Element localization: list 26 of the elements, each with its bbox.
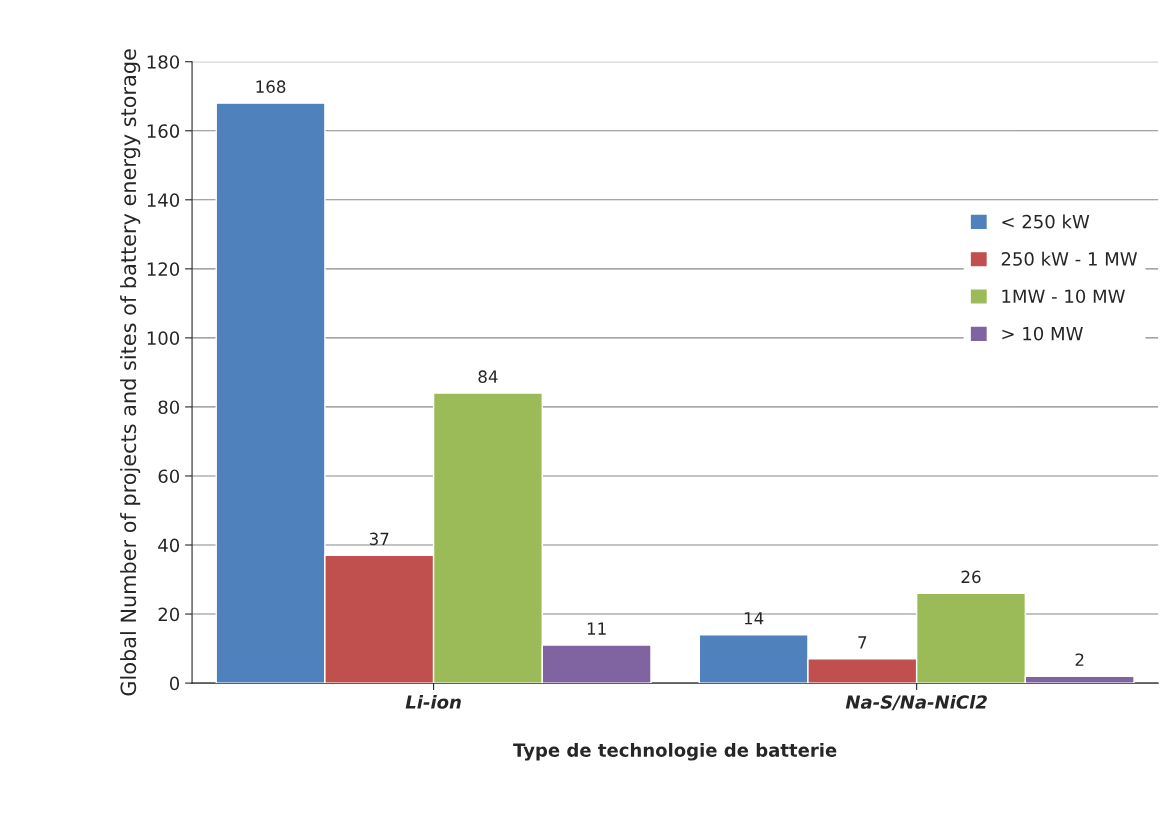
data-label: 11 <box>587 622 606 635</box>
y-tick-label: 20 <box>158 607 180 622</box>
y-tick-label: 120 <box>147 262 180 276</box>
legend-label: < 250 kW <box>1002 214 1090 229</box>
x-axis-title: Type de technologie de batterie <box>513 742 837 761</box>
y-tick-label: 160 <box>147 124 180 138</box>
data-label: 2 <box>1075 653 1084 666</box>
y-tick-label: 80 <box>158 400 180 415</box>
y-tick-label: 100 <box>147 331 180 345</box>
data-label: 84 <box>478 370 498 383</box>
x-tick-label: Li-ion <box>405 694 461 709</box>
y-tick-label: 60 <box>158 469 180 484</box>
y-tick-label: 0 <box>169 676 180 691</box>
y-tick-label: 140 <box>147 193 180 207</box>
data-label: 26 <box>961 570 981 584</box>
y-tick-label: 180 <box>147 55 180 69</box>
x-tick-label: Na-S/Na-NiCl2 <box>845 694 987 711</box>
y-tick-label: 40 <box>158 538 180 553</box>
data-label: 7 <box>858 636 867 649</box>
legend-label: 1MW - 10 MW <box>1002 289 1125 304</box>
legend-label: 250 kW - 1 MW <box>1001 251 1138 266</box>
data-label: 14 <box>744 612 764 625</box>
legend-label: > 10 MW <box>1002 326 1083 341</box>
y-axis-title: Global Number of projects and sites of battery energy storage <box>120 49 141 696</box>
data-label: 37 <box>369 532 389 546</box>
data-label: 168 <box>256 80 286 93</box>
